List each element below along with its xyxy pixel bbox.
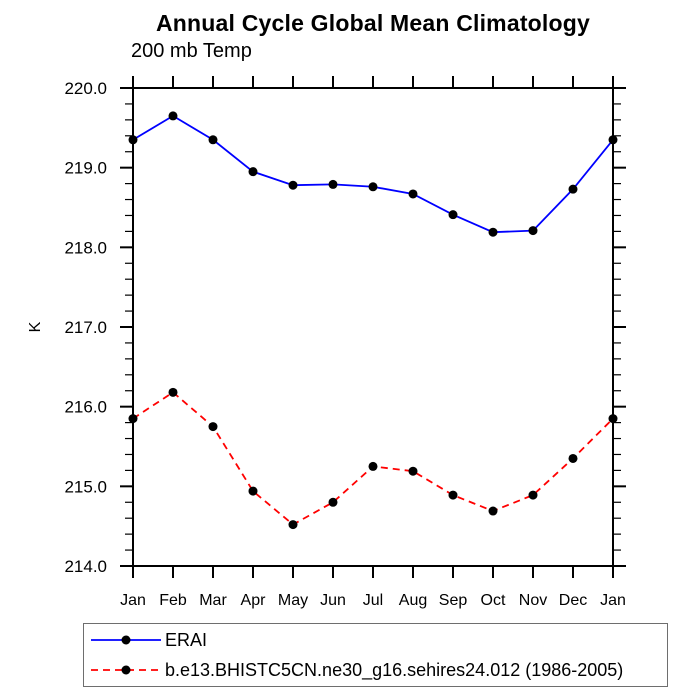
data-point-marker: [328, 179, 338, 189]
data-point-marker: [328, 497, 338, 507]
data-point-marker: [528, 226, 538, 236]
axis-frame: [132, 87, 614, 567]
y-axis-tick-label: 218.0: [64, 238, 107, 257]
data-point-marker: [368, 461, 378, 471]
plot-area: 220.0 219.0 218.0 217.0 216.0 215.0 214.0 Jan Fe…: [27, 76, 626, 609]
series-line-0: [132, 114, 614, 234]
data-point-marker: [248, 167, 258, 177]
data-point-marker: [288, 520, 298, 530]
data-point-marker: [208, 422, 218, 432]
y-axis-tick-label: 220.0: [64, 79, 107, 98]
data-point-marker: [568, 184, 578, 194]
legend-marker-dot: [121, 665, 131, 675]
y-axis-tick-label: 214.0: [64, 557, 107, 576]
series-line-1: [132, 391, 614, 526]
data-point-marker: [248, 486, 258, 496]
data-point-marker: [608, 414, 618, 424]
y-axis-tick-label: 217.0: [64, 318, 107, 337]
data-point-marker: [128, 135, 138, 145]
x-axis-month-label: May: [278, 592, 308, 609]
data-point-marker: [408, 189, 418, 199]
data-point-marker: [368, 182, 378, 192]
data-point-marker: [608, 135, 618, 145]
legend-label-model: b.e13.BHISTC5CN.ne30_g16.sehires24.012 (…: [165, 659, 624, 680]
data-point-marker: [208, 135, 218, 145]
x-axis-month-label: Feb: [159, 592, 187, 609]
data-point-marker: [128, 414, 138, 424]
x-axis-month-label: Apr: [241, 592, 267, 609]
x-axis-month-label: Mar: [199, 592, 227, 609]
legend-line-sample: [91, 665, 161, 675]
data-point-marker: [448, 490, 458, 500]
x-axis-month-label: Jun: [320, 592, 346, 609]
data-point-marker: [168, 111, 178, 121]
data-point-marker: [568, 453, 578, 463]
x-axis-month-label: Jul: [363, 592, 383, 609]
data-point-marker: [488, 506, 498, 516]
data-point-marker: [288, 180, 298, 190]
legend-marker-dot: [121, 635, 131, 645]
legend-line-sample: [91, 635, 161, 645]
data-point-marker: [408, 466, 418, 476]
x-axis-month-label: Dec: [559, 592, 587, 609]
x-axis-month-label: Jan: [120, 592, 146, 609]
data-point-marker: [528, 490, 538, 500]
legend-label-erai: ERAI: [165, 629, 208, 650]
y-axis-tick-label: 219.0: [64, 159, 107, 178]
data-point-marker: [168, 387, 178, 397]
x-axis-month-label: Nov: [519, 592, 547, 609]
chart-title: Annual Cycle Global Mean Climatology: [155, 10, 591, 36]
y-axis-title: K: [27, 321, 44, 332]
legend-item-model: b.e13.BHISTC5CN.ne30_g16.sehires24.012 (…: [89, 656, 667, 684]
chart-subtitle: 200 mb Temp: [131, 40, 252, 62]
data-point-marker: [448, 210, 458, 220]
x-axis-month-label: Sep: [439, 592, 468, 609]
x-axis-month-label: Aug: [399, 592, 427, 609]
legend-item-erai: ERAI: [89, 626, 667, 654]
data-point-marker: [488, 227, 498, 237]
x-axis-month-label: Oct: [481, 592, 506, 609]
x-axis-month-label: Jan: [600, 592, 626, 609]
y-axis-tick-label: 215.0: [64, 477, 107, 496]
y-axis-tick-label: 216.0: [64, 398, 107, 417]
legend: ERAI b.e13.BHISTC5CN.ne30_g16.sehires24.…: [83, 623, 668, 687]
